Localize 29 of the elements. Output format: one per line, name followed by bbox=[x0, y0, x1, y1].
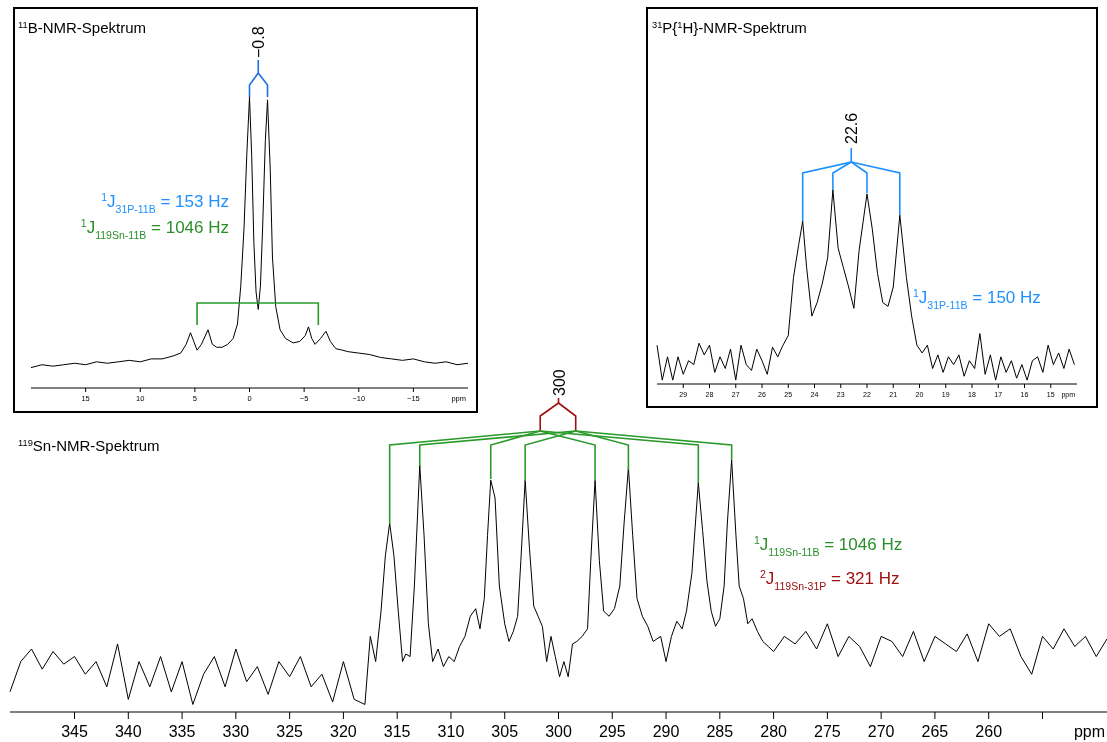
annotation: $^{2}$J$_{119Sn-31P}$ = 321 Hz bbox=[760, 568, 900, 592]
text: 22.6 bbox=[843, 112, 861, 144]
x-tick-label: 295 bbox=[598, 723, 626, 740]
text: −0.8 bbox=[250, 26, 268, 58]
annotation: $^{1}$J$_{31P-11B}$ = 153 Hz bbox=[101, 191, 229, 215]
x-tick-label: 275 bbox=[814, 723, 841, 740]
chart-title: $^{31}$P{$^{1}$H}-NMR-Spektrum bbox=[652, 19, 807, 36]
annotation: $^{1}$J$_{119Sn-11B}$ = 1046 Hz bbox=[754, 534, 903, 558]
x-tick-label: 310 bbox=[437, 723, 465, 740]
x-tick-label: 325 bbox=[276, 723, 304, 740]
x-tick-label: 300 bbox=[545, 723, 572, 740]
x-tick-label: 320 bbox=[330, 723, 357, 740]
annotation: $^{1}$J$_{31P-11B}$ = 150 Hz bbox=[913, 287, 1041, 311]
chart-title: $^{119}$Sn-NMR-Spektrum bbox=[18, 437, 160, 454]
x-tick-label: 280 bbox=[760, 723, 788, 740]
x-tick-label: 285 bbox=[706, 723, 734, 740]
chart-title: $^{11}$B-NMR-Spektrum bbox=[18, 19, 147, 36]
x-tick-label: 315 bbox=[383, 723, 411, 740]
x-tick-label: 290 bbox=[652, 723, 680, 740]
x-tick-label: 265 bbox=[921, 723, 949, 740]
x-tick-label: 345 bbox=[61, 723, 88, 740]
x-tick-label: 260 bbox=[975, 723, 1003, 740]
x-tick-label: 335 bbox=[168, 723, 196, 740]
x-tick-label: 305 bbox=[491, 723, 519, 740]
x-tick-label: 330 bbox=[222, 723, 250, 740]
annotation: $^{1}$J$_{119Sn-11B}$ = 1046 Hz bbox=[80, 217, 229, 241]
x-axis-title: ppm bbox=[1073, 723, 1105, 740]
x-tick-label: 270 bbox=[867, 723, 895, 740]
x-tick-label: 340 bbox=[114, 723, 142, 740]
